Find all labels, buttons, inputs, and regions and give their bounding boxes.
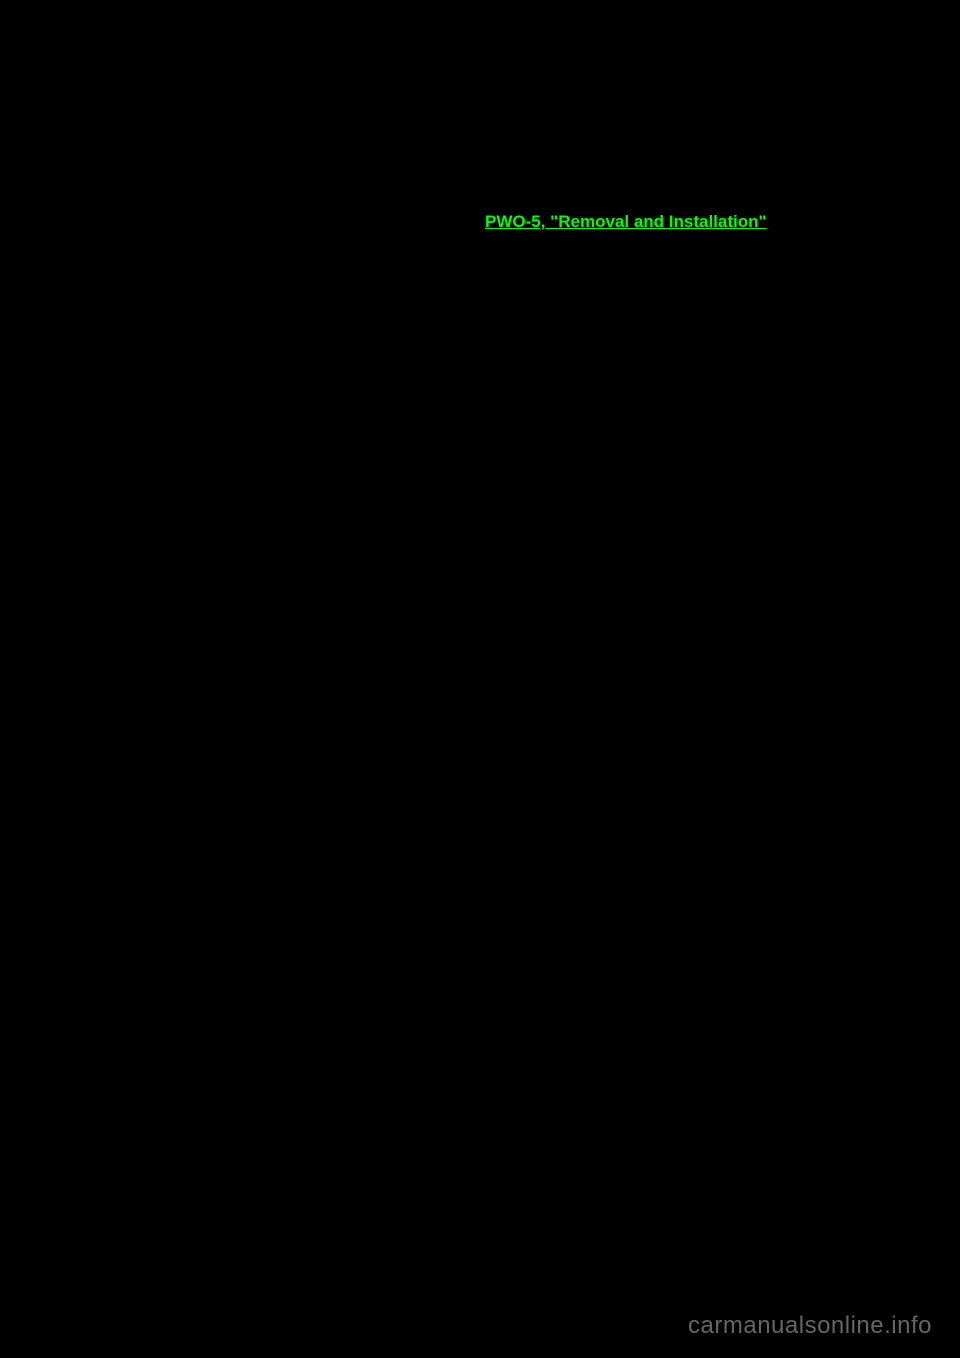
watermark-text: carmanualsonline.info — [688, 1312, 932, 1340]
removal-installation-link[interactable]: PWO-5, "Removal and Installation" — [485, 212, 767, 232]
